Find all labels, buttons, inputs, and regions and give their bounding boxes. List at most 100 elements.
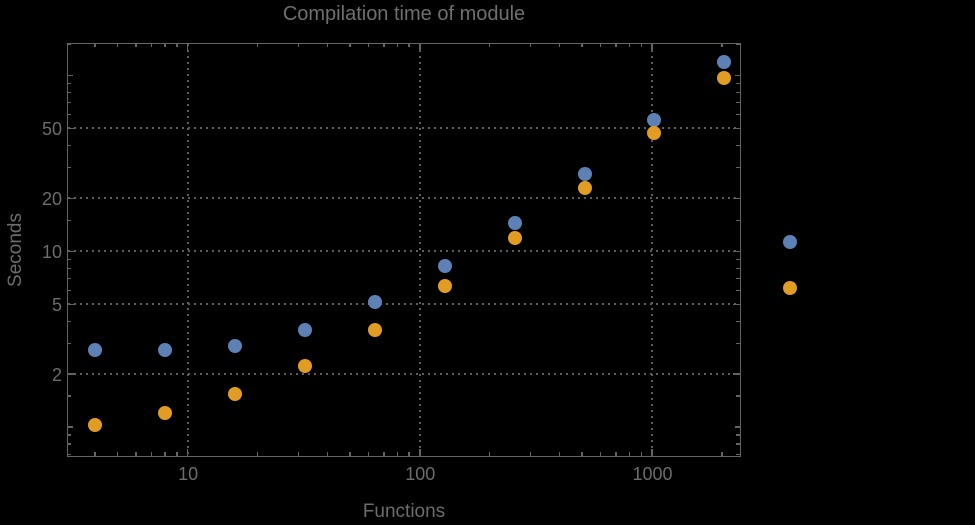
y-axis-tick bbox=[734, 426, 740, 428]
y-axis-tick bbox=[736, 43, 740, 46]
y-axis-tick bbox=[736, 113, 740, 116]
y-axis-tick bbox=[67, 82, 71, 85]
x-axis-tick bbox=[256, 452, 259, 456]
x-axis-tick bbox=[396, 452, 399, 456]
y-axis-tick bbox=[736, 91, 740, 94]
data-point-series-1 bbox=[367, 295, 382, 310]
y-axis-tick bbox=[736, 395, 740, 397]
grid-line-vertical bbox=[418, 43, 421, 456]
data-point-series-2 bbox=[297, 359, 312, 374]
y-axis-tick bbox=[736, 320, 740, 323]
x-axis-label: Functions bbox=[362, 501, 446, 522]
y-axis-tick bbox=[67, 320, 71, 323]
x-tick-label: 100 bbox=[405, 464, 436, 484]
x-axis-tick bbox=[150, 43, 153, 47]
y-axis-tick bbox=[67, 395, 71, 397]
x-axis-tick bbox=[651, 43, 653, 50]
x-axis-tick bbox=[176, 452, 178, 456]
data-point-series-2 bbox=[227, 387, 242, 402]
x-axis-tick bbox=[599, 452, 602, 456]
data-point-series-1 bbox=[158, 343, 173, 358]
x-axis-tick bbox=[408, 452, 410, 456]
x-axis-tick bbox=[558, 43, 561, 47]
x-axis-tick bbox=[529, 452, 532, 456]
data-point-series-1 bbox=[297, 323, 312, 338]
x-axis-tick bbox=[488, 452, 491, 456]
y-axis-tick bbox=[67, 74, 73, 77]
grid-line-vertical bbox=[651, 43, 654, 456]
x-axis-tick bbox=[419, 449, 421, 456]
data-point-series-2 bbox=[647, 126, 662, 141]
x-axis-tick bbox=[628, 43, 631, 47]
x-axis-tick bbox=[176, 43, 178, 47]
x-axis-tick bbox=[488, 43, 491, 47]
y-axis-tick bbox=[67, 443, 71, 445]
y-tick-label: 2 bbox=[51, 364, 62, 385]
x-axis-tick bbox=[164, 43, 166, 47]
y-axis-tick bbox=[736, 258, 740, 261]
x-axis-tick bbox=[297, 43, 300, 47]
y-axis-tick bbox=[67, 219, 71, 222]
data-point-series-2 bbox=[437, 278, 452, 293]
x-axis-tick bbox=[135, 43, 137, 47]
x-axis-tick bbox=[581, 43, 583, 47]
y-tick-label: 10 bbox=[41, 241, 62, 262]
chart-title: Compilation time of module bbox=[282, 3, 526, 25]
y-axis-tick bbox=[67, 166, 71, 169]
grid-line-horizontal bbox=[67, 303, 740, 306]
data-point-series-1 bbox=[577, 167, 592, 182]
data-point-series-2 bbox=[158, 406, 173, 421]
x-axis-tick bbox=[349, 43, 351, 47]
y-axis-tick bbox=[733, 303, 740, 305]
data-point-series-1 bbox=[647, 112, 662, 127]
y-axis-tick bbox=[67, 113, 71, 116]
x-axis-tick bbox=[615, 452, 617, 456]
y-axis-tick bbox=[67, 434, 71, 436]
y-axis-tick bbox=[67, 342, 71, 344]
x-axis-tick bbox=[628, 452, 631, 456]
x-axis-tick bbox=[558, 452, 561, 456]
y-axis-tick bbox=[67, 127, 74, 130]
y-axis-tick bbox=[67, 426, 73, 428]
data-point-series-2 bbox=[577, 181, 592, 196]
data-point-series-2 bbox=[717, 70, 732, 85]
y-axis-tick bbox=[736, 434, 740, 436]
x-axis-tick bbox=[599, 43, 602, 47]
grid-line-horizontal bbox=[67, 127, 740, 130]
x-axis-tick bbox=[651, 449, 653, 456]
x-axis-tick bbox=[383, 452, 385, 456]
y-axis-tick bbox=[736, 219, 740, 222]
x-axis-tick bbox=[326, 452, 329, 456]
x-axis-tick bbox=[94, 452, 96, 456]
y-axis-tick bbox=[733, 373, 740, 375]
y-axis-tick bbox=[736, 289, 740, 292]
y-axis-tick bbox=[736, 144, 740, 147]
y-axis-tick bbox=[67, 303, 74, 305]
x-axis-tick bbox=[408, 43, 410, 47]
y-axis-tick bbox=[736, 166, 740, 169]
x-axis-tick bbox=[349, 452, 351, 456]
y-tick-label: 50 bbox=[41, 118, 62, 139]
data-point-series-1 bbox=[437, 258, 452, 273]
y-tick-label: 20 bbox=[41, 188, 62, 209]
x-axis-tick bbox=[615, 43, 617, 47]
y-axis-tick bbox=[67, 43, 71, 46]
y-axis-tick bbox=[67, 373, 74, 375]
x-axis-tick bbox=[367, 452, 370, 456]
y-axis-tick bbox=[67, 101, 71, 104]
y-axis-tick bbox=[67, 250, 74, 253]
data-point-series-1 bbox=[227, 339, 242, 354]
x-axis-tick bbox=[396, 43, 399, 47]
x-axis-tick bbox=[186, 449, 189, 456]
x-axis-tick bbox=[116, 452, 119, 456]
grid-line-horizontal bbox=[67, 197, 740, 200]
plot-area bbox=[66, 42, 741, 457]
y-axis-tick bbox=[67, 277, 71, 280]
x-axis-tick bbox=[640, 43, 643, 47]
y-axis-tick bbox=[67, 267, 71, 270]
data-point-series-2 bbox=[367, 323, 382, 338]
x-axis-tick bbox=[419, 43, 421, 50]
y-axis-tick bbox=[67, 453, 71, 456]
y-axis-tick bbox=[736, 267, 740, 270]
